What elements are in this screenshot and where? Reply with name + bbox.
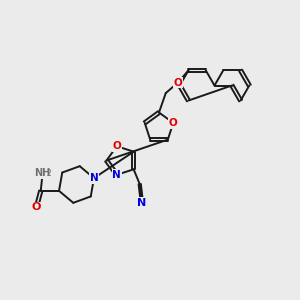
- Text: O: O: [169, 118, 178, 128]
- Text: N: N: [90, 173, 98, 183]
- Text: 2: 2: [47, 169, 52, 178]
- Text: O: O: [112, 141, 121, 151]
- Text: N: N: [137, 198, 146, 208]
- Text: O: O: [32, 202, 41, 212]
- Text: N: N: [112, 170, 121, 180]
- Text: NH: NH: [34, 168, 51, 178]
- Text: O: O: [174, 78, 182, 88]
